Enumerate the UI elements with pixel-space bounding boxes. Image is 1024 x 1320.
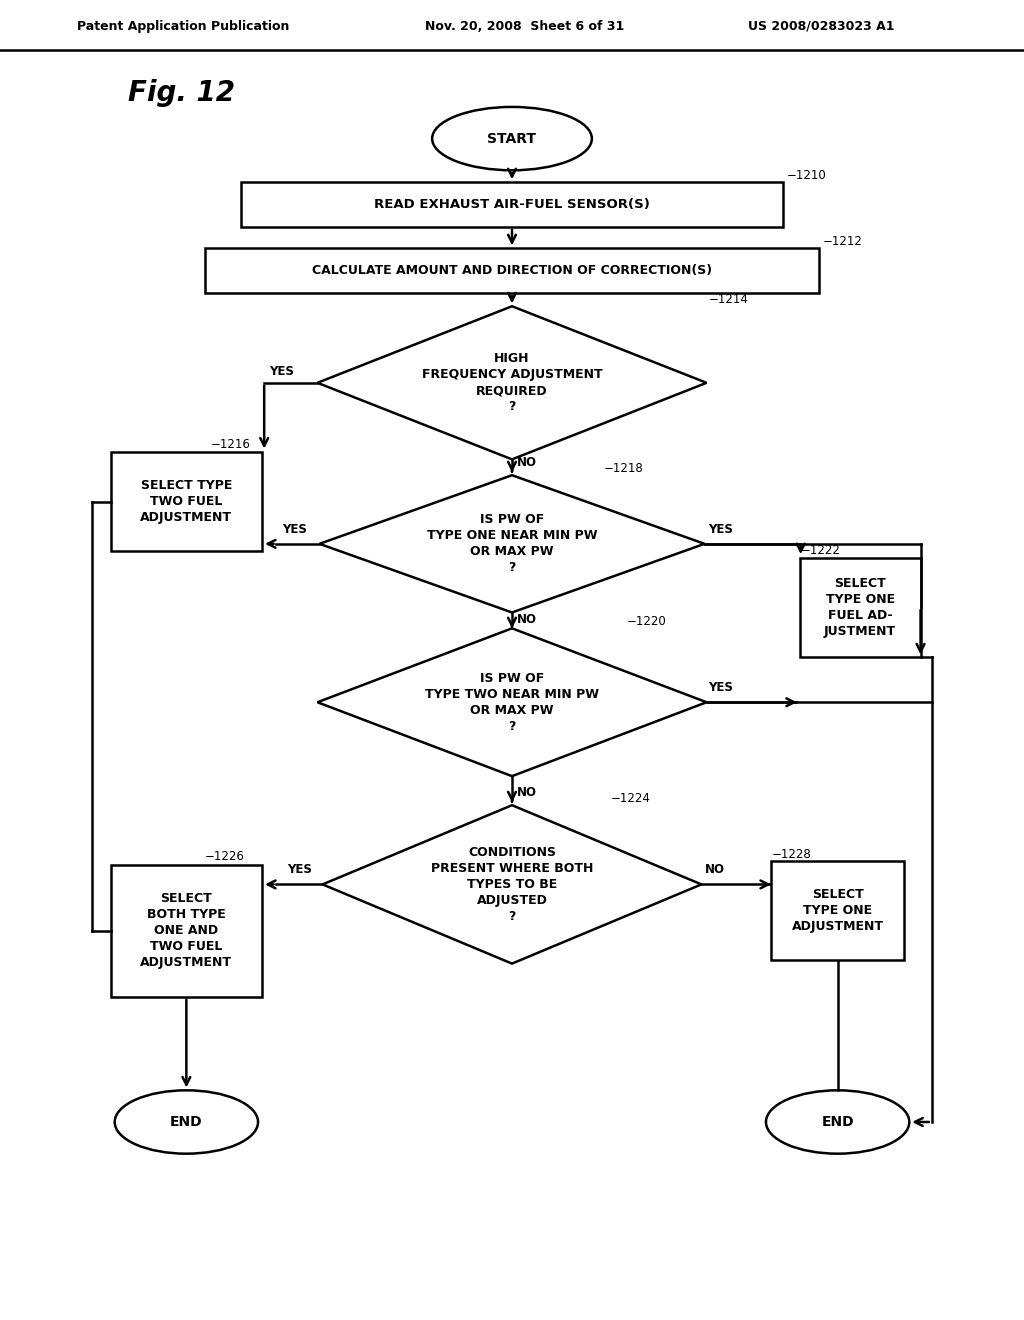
Text: −1212: −1212 [822,235,862,248]
Polygon shape [317,306,707,459]
Ellipse shape [766,1090,909,1154]
Text: Nov. 20, 2008  Sheet 6 of 31: Nov. 20, 2008 Sheet 6 of 31 [425,20,625,33]
FancyBboxPatch shape [771,861,904,961]
Text: Patent Application Publication: Patent Application Publication [77,20,289,33]
Polygon shape [323,805,701,964]
FancyBboxPatch shape [800,557,921,656]
Text: Fig. 12: Fig. 12 [128,79,234,107]
Text: −1216: −1216 [211,438,251,451]
Text: CONDITIONS
PRESENT WHERE BOTH
TYPES TO BE
ADJUSTED
?: CONDITIONS PRESENT WHERE BOTH TYPES TO B… [431,846,593,923]
FancyBboxPatch shape [111,451,262,552]
Text: −1220: −1220 [627,615,667,628]
FancyBboxPatch shape [111,865,262,997]
Text: END: END [170,1115,203,1129]
Text: YES: YES [269,364,294,378]
Text: READ EXHAUST AIR-FUEL SENSOR(S): READ EXHAUST AIR-FUEL SENSOR(S) [374,198,650,211]
Text: YES: YES [709,523,733,536]
Polygon shape [317,628,707,776]
FancyBboxPatch shape [241,182,783,227]
Text: YES: YES [283,523,307,536]
Text: NO: NO [705,863,725,876]
Text: −1224: −1224 [610,792,650,805]
Polygon shape [319,475,705,612]
Text: −1226: −1226 [205,850,245,863]
Text: −1210: −1210 [786,169,826,182]
Text: −1218: −1218 [604,462,644,475]
Text: END: END [821,1115,854,1129]
Ellipse shape [115,1090,258,1154]
Text: US 2008/0283023 A1: US 2008/0283023 A1 [748,20,894,33]
Text: NO: NO [517,612,538,626]
Text: −1214: −1214 [709,293,749,306]
Text: SELECT
TYPE ONE
FUEL AD-
JUSTMENT: SELECT TYPE ONE FUEL AD- JUSTMENT [824,577,896,638]
Text: HIGH
FREQUENCY ADJUSTMENT
REQUIRED
?: HIGH FREQUENCY ADJUSTMENT REQUIRED ? [422,352,602,413]
Text: IS PW OF
TYPE TWO NEAR MIN PW
OR MAX PW
?: IS PW OF TYPE TWO NEAR MIN PW OR MAX PW … [425,672,599,733]
Text: −1228: −1228 [772,847,812,861]
Text: CALCULATE AMOUNT AND DIRECTION OF CORRECTION(S): CALCULATE AMOUNT AND DIRECTION OF CORREC… [312,264,712,277]
Text: YES: YES [709,681,733,694]
Text: NO: NO [517,785,538,799]
Text: NO: NO [517,455,538,469]
FancyBboxPatch shape [205,248,819,293]
Text: START: START [487,132,537,145]
Ellipse shape [432,107,592,170]
Text: SELECT
TYPE ONE
ADJUSTMENT: SELECT TYPE ONE ADJUSTMENT [792,888,884,933]
Text: −1222: −1222 [801,544,841,557]
Text: IS PW OF
TYPE ONE NEAR MIN PW
OR MAX PW
?: IS PW OF TYPE ONE NEAR MIN PW OR MAX PW … [427,513,597,574]
Text: YES: YES [288,863,312,876]
Text: SELECT TYPE
TWO FUEL
ADJUSTMENT: SELECT TYPE TWO FUEL ADJUSTMENT [140,479,232,524]
Text: SELECT
BOTH TYPE
ONE AND
TWO FUEL
ADJUSTMENT: SELECT BOTH TYPE ONE AND TWO FUEL ADJUST… [140,892,232,969]
